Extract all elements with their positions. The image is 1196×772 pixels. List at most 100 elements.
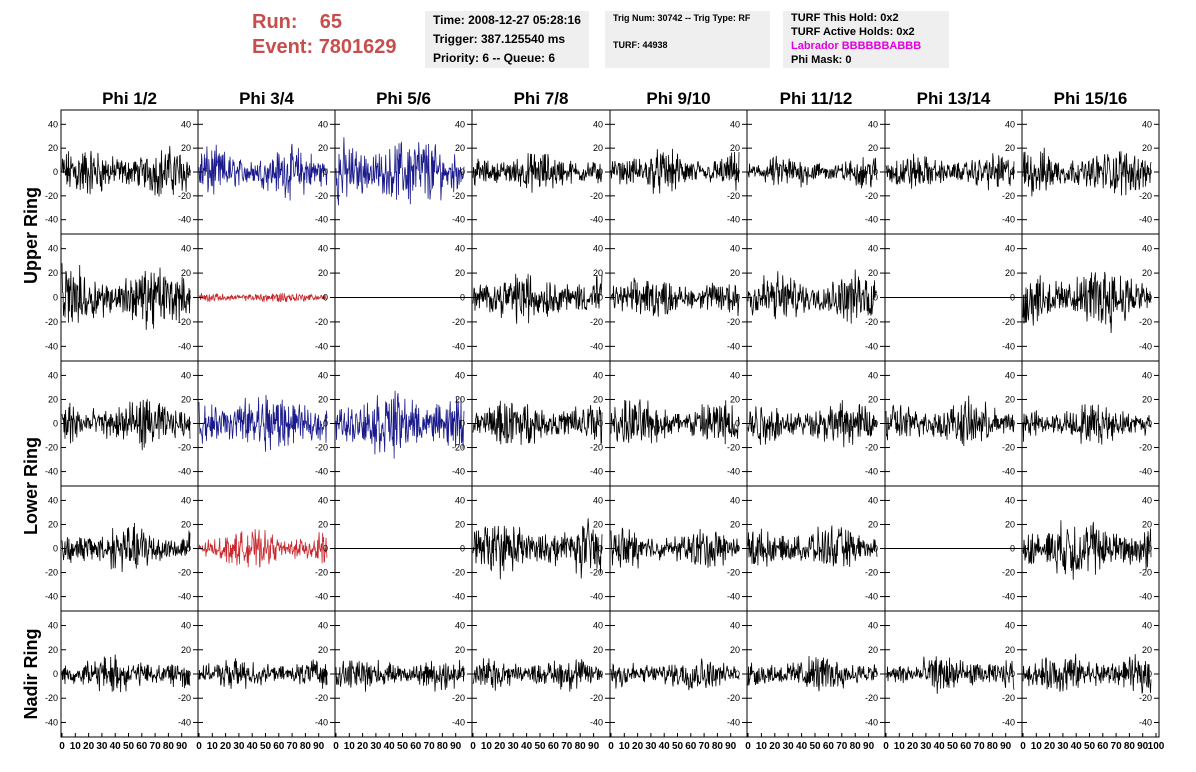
- y-tick-label: 40: [48, 370, 58, 380]
- x-tick-label: 40: [521, 741, 533, 752]
- y-tick-label: -20: [178, 317, 191, 327]
- y-tick-label: 0: [323, 293, 328, 303]
- waveform-trace: [885, 656, 1015, 694]
- y-tick-label: -20: [865, 568, 878, 578]
- x-tick-label: 20: [494, 741, 506, 752]
- y-tick-label: 0: [186, 544, 191, 554]
- y-tick-label: 20: [48, 268, 58, 278]
- y-tick-label: 0: [873, 293, 878, 303]
- y-tick-label: 20: [593, 394, 603, 404]
- waveform-cell-r5-c8: -40 -20 0 20 40: [1021, 610, 1160, 738]
- y-tick-label: -40: [178, 341, 191, 351]
- waveform-cell-r4-c6: -40 -20 0 20 40: [746, 485, 886, 612]
- y-tick-label: 0: [186, 167, 191, 177]
- event-value: 7801629: [318, 36, 397, 58]
- x-tick-label: 80: [300, 741, 312, 752]
- y-tick-label: -20: [590, 443, 603, 453]
- x-tick-label: 60: [960, 741, 972, 752]
- waveform-cell-r4-c1: -40 -40 -20 -20 0 0 20 20 40 40: [45, 485, 199, 612]
- waveform-trace: [885, 395, 1015, 447]
- waveform-trace: [335, 659, 465, 692]
- y-tick-label: 40: [868, 495, 878, 505]
- y-tick-label: -20: [1002, 317, 1015, 327]
- y-tick-label: 40: [181, 495, 191, 505]
- y-tick-label: 40: [730, 370, 740, 380]
- y-tick-label: 40: [455, 244, 465, 254]
- x-tick-label: 90: [725, 741, 737, 752]
- y-tick-label: 20: [730, 645, 740, 655]
- y-tick-label: -40: [1002, 467, 1015, 477]
- time-info-panel: Time: 2008-12-27 05:28:16 Trigger: 387.1…: [425, 11, 589, 68]
- time-text: Time: 2008-12-27 05:28:16: [433, 13, 581, 27]
- x-tick-label: 70: [150, 741, 162, 752]
- y-tick-label: -20: [45, 317, 58, 327]
- y-tick-label: 0: [1147, 544, 1152, 554]
- y-tick-label: 0: [460, 544, 465, 554]
- waveform-cell-r2-c4: -40 -20 0 20 40: [471, 233, 611, 362]
- y-tick-label: 0: [53, 293, 58, 303]
- x-tick-label: 0: [745, 741, 751, 752]
- y-tick-label: -40: [45, 467, 58, 477]
- waveform-trace: [198, 143, 328, 201]
- y-tick-label: 20: [1142, 645, 1152, 655]
- y-tick-label: 0: [53, 167, 58, 177]
- y-tick-label: 40: [181, 119, 191, 129]
- x-tick-label: 10: [207, 741, 219, 752]
- y-tick-label: 20: [868, 268, 878, 278]
- y-tick-label: -40: [727, 467, 740, 477]
- waveform-trace: [472, 273, 603, 324]
- phi-header-5: Phi 9/10: [646, 89, 710, 108]
- x-tick-label: 50: [809, 741, 821, 752]
- y-tick-label: -20: [590, 191, 603, 201]
- y-tick-label: 40: [181, 370, 191, 380]
- waveform-cell-r3-c8: -40 -20 0 20 40: [1021, 360, 1160, 487]
- y-tick-label: -40: [178, 467, 191, 477]
- trigger-text: Trigger: 387.125540 ms: [433, 32, 566, 46]
- y-tick-label: -40: [1002, 717, 1015, 727]
- x-tick-label: 30: [96, 741, 108, 752]
- waveform-cell-r2-c7: -40 -20 0 20 40: [884, 233, 1023, 362]
- x-tick-label: 70: [836, 741, 848, 752]
- y-tick-label: -40: [590, 467, 603, 477]
- y-tick-label: -20: [178, 191, 191, 201]
- waveform-cell-r5-c1: -40 -40 -20 -20 0 0 20 20 40 40: [45, 610, 199, 738]
- y-tick-label: 20: [868, 143, 878, 153]
- y-tick-label: 40: [593, 495, 603, 505]
- x-tick-label: 80: [437, 741, 449, 752]
- waveform-trace: [747, 525, 878, 567]
- y-tick-label: 20: [593, 143, 603, 153]
- waveform-trace: [747, 400, 878, 448]
- y-tick-label: -40: [45, 717, 58, 727]
- x-tick-label: 40: [384, 741, 396, 752]
- x-tick-label: 100: [1148, 741, 1165, 752]
- y-tick-label: 20: [730, 519, 740, 529]
- x-tick-label: 60: [1097, 741, 1109, 752]
- y-tick-label: 20: [455, 645, 465, 655]
- waveform-cell-r5-c7: -40 -20 0 20 40: [884, 610, 1023, 738]
- run-label: Run:: [252, 11, 298, 33]
- x-tick-label: 0: [1020, 741, 1026, 752]
- y-tick-label: 0: [1010, 544, 1015, 554]
- waveform-cell-r1-c2: -40 -20 0 20 40: [197, 109, 336, 235]
- waveform-cell-r4-c8: -40 -20 0 20 40: [1021, 485, 1160, 612]
- x-tick-label: 50: [672, 741, 684, 752]
- x-tick-label: 40: [1071, 741, 1083, 752]
- x-tick-label: 80: [163, 741, 175, 752]
- y-tick-label: -20: [452, 191, 465, 201]
- y-tick-label: -20: [727, 693, 740, 703]
- x-tick-label: 30: [370, 741, 382, 752]
- waveform-cell-r1-c8: -40 -20 0 20 40: [1021, 109, 1160, 235]
- x-tick-label: 30: [645, 741, 657, 752]
- y-tick-label: -40: [315, 341, 328, 351]
- waveform-cell-r4-c4: -40 -20 0 20 40: [471, 485, 611, 612]
- y-tick-label: 40: [868, 370, 878, 380]
- y-tick-label: 0: [53, 419, 58, 429]
- y-tick-label: -40: [727, 717, 740, 727]
- waveform-trace: [61, 263, 191, 330]
- y-tick-label: -40: [865, 717, 878, 727]
- waveform-cell-r2-c6: -40 -20 0 20 40: [746, 233, 886, 362]
- y-tick-label: 40: [318, 370, 328, 380]
- x-tick-label: 90: [313, 741, 325, 752]
- waveform-cell-r1-c6: -40 -20 0 20 40: [746, 109, 886, 235]
